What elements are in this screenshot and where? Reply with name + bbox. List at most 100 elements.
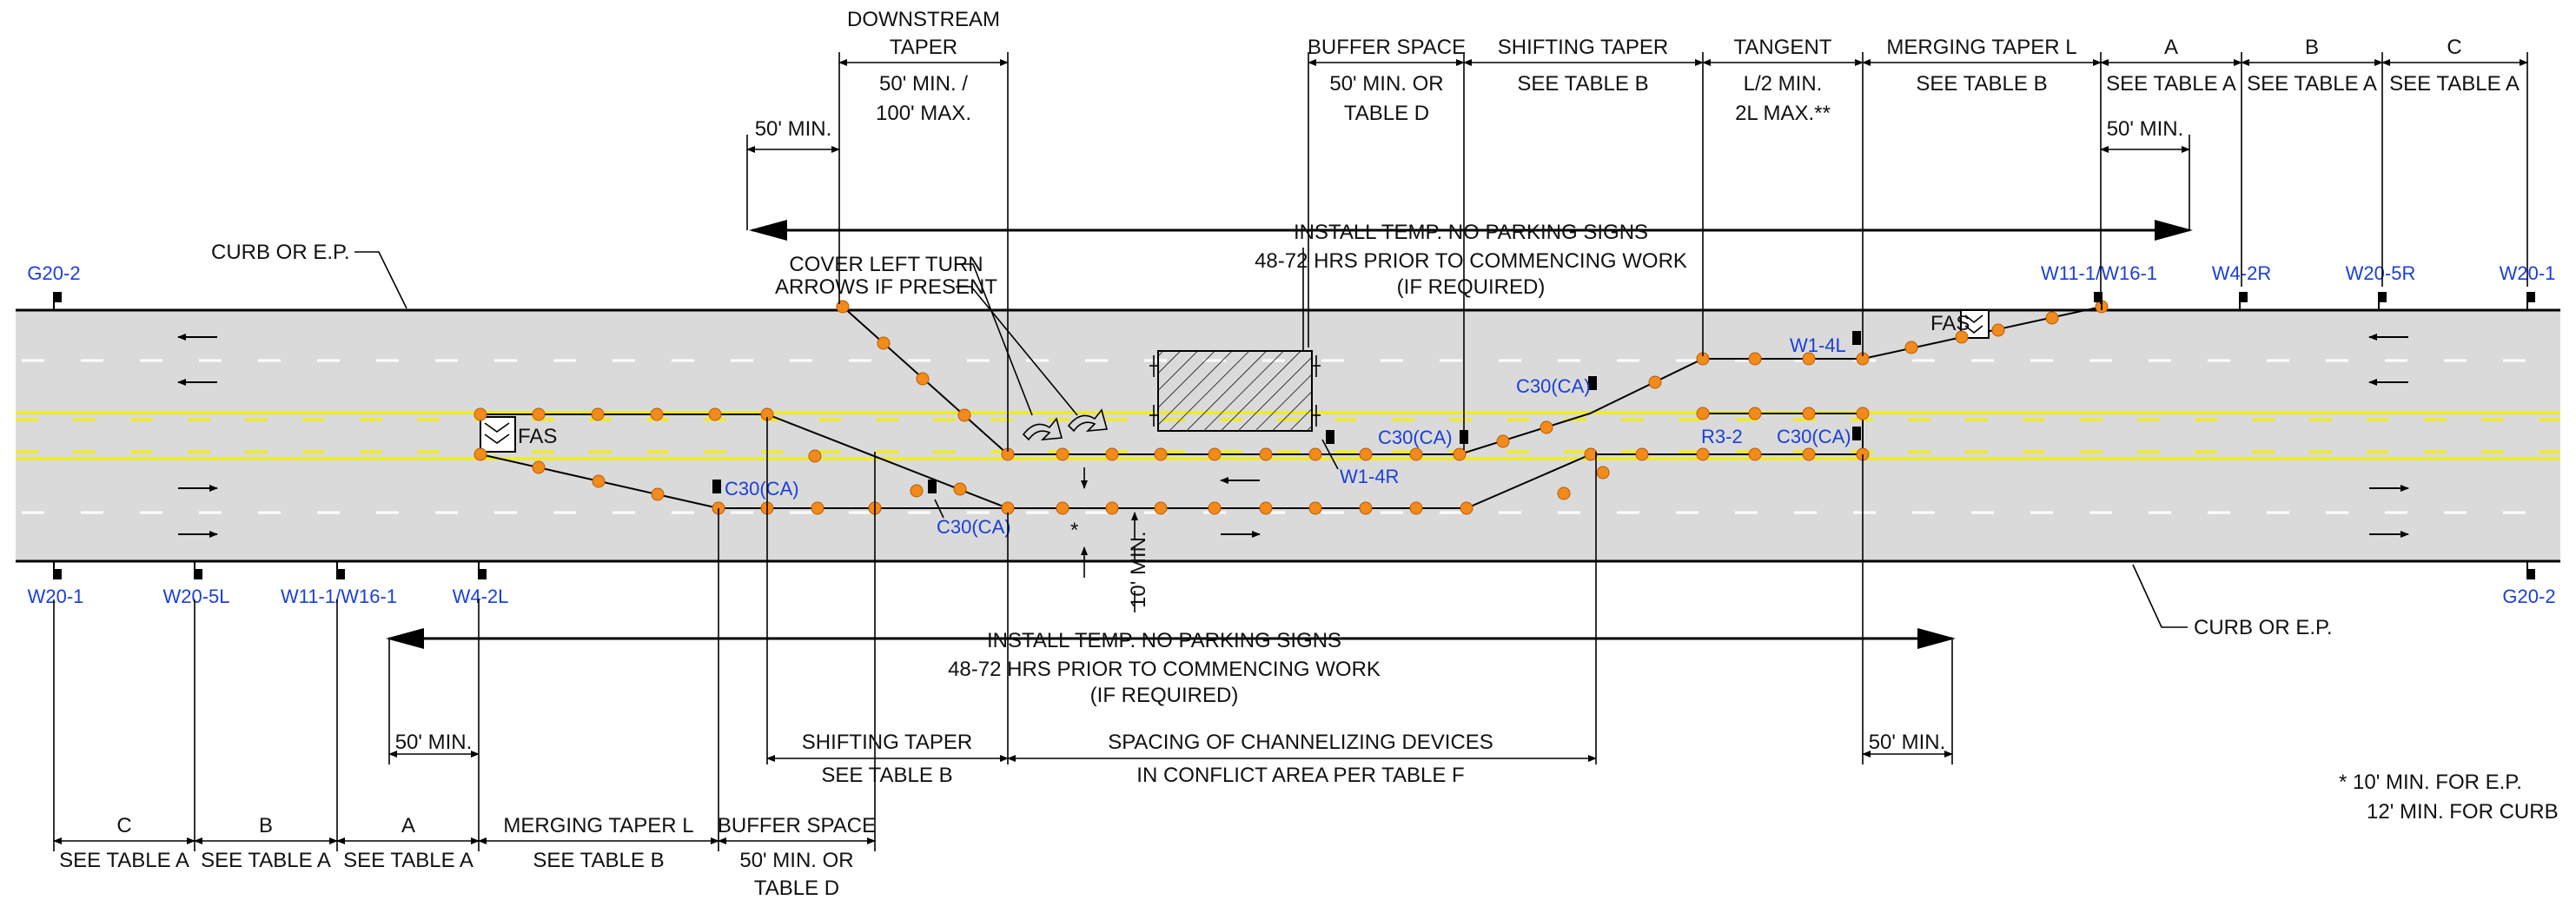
no-parking-extent-top — [749, 220, 2193, 241]
buffer-space-value: 50' MIN. OR — [739, 849, 853, 872]
channelizer-device — [811, 501, 824, 515]
channelizer-device — [532, 407, 546, 421]
channelizer-device — [1259, 501, 1273, 515]
dim-b-title: B — [2305, 36, 2319, 59]
buffer-space-value: TABLE D — [1344, 102, 1429, 125]
channelizer-device — [1001, 501, 1015, 515]
no-parking-extent-bottom — [386, 628, 1956, 649]
sign-icon — [2379, 292, 2387, 302]
channelizer-device — [473, 447, 487, 461]
dim-b-value: SEE TABLE A — [201, 849, 331, 872]
ten-min-dimension — [1081, 467, 1138, 612]
channelizer-device — [1557, 486, 1571, 500]
fifty-min-label: 50' MIN. — [755, 117, 832, 141]
left-turn-arrows-icon — [1022, 408, 1109, 441]
channelizer-device — [1154, 447, 1168, 461]
no-parking-note: (IF REQUIRED) — [1090, 684, 1239, 707]
sign-label: W20-5L — [162, 586, 229, 607]
no-parking-note: 48-72 HRS PRIOR TO COMMENCING WORK — [948, 658, 1381, 681]
sign-label: G20-2 — [27, 262, 80, 284]
sign-leaders — [934, 439, 1339, 519]
sign-label: C30(CA) — [725, 478, 799, 500]
downstream-taper-title: TAPER — [890, 36, 957, 59]
merging-taper-title: MERGING TAPER L — [1886, 36, 2076, 59]
tangent-value: 2L MAX.** — [1735, 102, 1831, 125]
downstream-taper-value: 100' MAX. — [876, 102, 971, 125]
downstream-taper-value: 50' MIN. / — [879, 72, 968, 96]
channelizer-device — [1696, 447, 1710, 461]
channelizer-device — [1955, 330, 1969, 344]
buffer-space-title: BUFFER SPACE — [1308, 36, 1466, 59]
sign-icon — [1852, 427, 1861, 440]
shifting-taper-title: SHIFTING TAPER — [1498, 36, 1668, 59]
ten-min-label: 10' MIN. — [1127, 531, 1150, 608]
cover-note-leaders — [956, 263, 1078, 416]
dim-b-title: B — [259, 814, 273, 837]
channelizer-device — [1409, 447, 1423, 461]
channelizer-device — [1856, 407, 1870, 420]
sign-icon — [1326, 430, 1334, 444]
footnote: 12' MIN. FOR CURB — [2367, 800, 2559, 824]
spacing-title: SPACING OF CHANNELIZING DEVICES — [1108, 731, 1493, 754]
dim-c-title: C — [116, 814, 131, 837]
merging-taper-title: MERGING TAPER L — [503, 814, 693, 837]
channelizer-device — [473, 407, 487, 421]
channelizer-device — [1596, 466, 1610, 480]
footnote: * 10' MIN. FOR E.P. — [2339, 771, 2522, 794]
shifting-taper-value: SEE TABLE B — [1517, 72, 1648, 96]
roadside-signs — [53, 292, 2535, 579]
sign-icon — [928, 480, 937, 493]
merging-taper-value: SEE TABLE B — [1916, 72, 2047, 96]
channelizer-device — [1105, 447, 1119, 461]
channelizer-device — [1154, 501, 1168, 515]
channelizer-device — [1696, 407, 1710, 420]
sign-icon — [1588, 376, 1597, 390]
fifty-min-label: 50' MIN. — [2107, 117, 2184, 141]
channelizer-device — [1308, 501, 1322, 515]
sign-icon — [1852, 331, 1861, 345]
channelizer-device — [1802, 352, 1816, 366]
channelizer-device — [957, 408, 971, 422]
curb-leader — [354, 251, 407, 309]
channelizer-device — [591, 407, 605, 421]
sign-icon — [337, 569, 345, 579]
roadway — [16, 311, 2560, 560]
channelizer-device — [916, 372, 930, 386]
channelizer-device — [1460, 501, 1473, 515]
channelizer-device — [1359, 447, 1373, 461]
buffer-space-value: TABLE D — [754, 877, 839, 900]
downstream-taper-title: DOWNSTREAM — [847, 8, 1000, 31]
sign-icon — [479, 569, 487, 579]
curb-label: CURB OR E.P. — [2194, 616, 2333, 639]
sign-icon — [712, 480, 721, 493]
sign-label: W11-1/W16-1 — [2041, 262, 2157, 284]
bottom-dimension-arrows — [53, 751, 1953, 844]
channelizer-device — [910, 484, 924, 498]
sign-label: W1-4L — [1790, 334, 1846, 356]
dim-c-value: SEE TABLE A — [59, 849, 189, 872]
channelizer-device — [1802, 407, 1816, 420]
fifty-min-label: 50' MIN. — [395, 731, 473, 754]
sign-label: R3-2 — [1701, 426, 1743, 447]
cover-note: COVER LEFT TURN — [789, 253, 983, 276]
buffer-space-value: 50' MIN. OR — [1329, 72, 1443, 96]
tangent-value: L/2 MIN. — [1744, 72, 1823, 96]
sign-icon — [2094, 292, 2102, 302]
shifting-taper-value: SEE TABLE B — [821, 764, 952, 787]
dim-b-value: SEE TABLE A — [2247, 72, 2377, 96]
no-parking-note: INSTALL TEMP. NO PARKING SIGNS — [987, 629, 1341, 652]
channelizer-device — [1748, 447, 1762, 461]
no-parking-note: 48-72 HRS PRIOR TO COMMENCING WORK — [1255, 249, 1687, 273]
channelizer-device — [1208, 447, 1222, 461]
channelizer-device — [651, 487, 665, 501]
channelizer-device — [592, 474, 606, 488]
curb-leader — [2132, 564, 2188, 628]
top-dimension-arrows — [746, 59, 2528, 153]
sign-icon — [2240, 292, 2248, 302]
channelizer-device — [953, 482, 967, 496]
dim-c-value: SEE TABLE A — [2389, 72, 2520, 96]
work-area — [1149, 350, 1321, 432]
curb-label: CURB OR E.P. — [211, 241, 350, 264]
no-parking-note: (IF REQUIRED) — [1397, 275, 1546, 299]
channelizer-device — [1802, 447, 1816, 461]
